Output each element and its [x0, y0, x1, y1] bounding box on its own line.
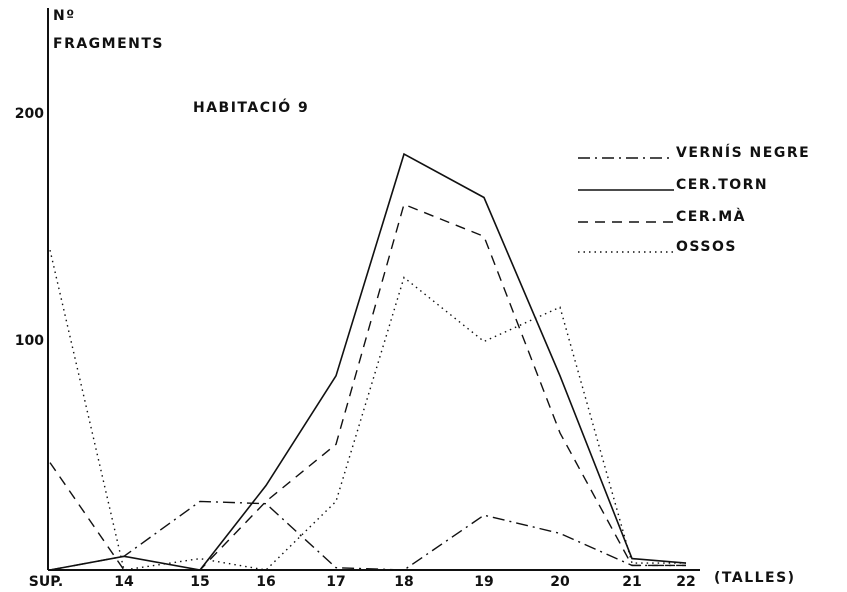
- x-tick-label: 14: [114, 574, 134, 590]
- x-tick-labels: SUP. 14 15 16 17 18 19 20 21 22: [29, 574, 696, 590]
- legend: VERNÍS NEGRE CER.TORN CER.MÀ OSSOS: [578, 144, 810, 255]
- x-tick-label: 19: [474, 574, 493, 590]
- x-tick-label: 17: [326, 574, 345, 590]
- series-lines: [49, 152, 687, 571]
- legend-label: CER.MÀ: [676, 208, 746, 225]
- series-line-ossos: [49, 249, 686, 571]
- y-tick-label: 100: [15, 333, 44, 349]
- x-tick-label: 20: [550, 574, 570, 590]
- x-axis-label: (TALLES): [714, 570, 796, 586]
- series-line-cer-m-: [49, 203, 686, 571]
- chart-subtitle: HABITACIÓ 9: [193, 98, 309, 116]
- x-tick-label: 16: [256, 574, 275, 590]
- y-axis-label-line2: FRAGMENTS: [53, 36, 164, 52]
- x-tick-label: SUP.: [29, 574, 63, 590]
- series-line-vern-s-negre: [49, 500, 686, 571]
- x-tick-label: 21: [622, 574, 641, 590]
- legend-label: VERNÍS NEGRE: [676, 144, 810, 161]
- y-axis-label-line1: Nº: [53, 8, 76, 24]
- x-tick-label: 18: [394, 574, 413, 590]
- series-line-cer-torn: [49, 152, 687, 571]
- x-tick-label: 15: [190, 574, 209, 590]
- x-tick-label: 22: [676, 574, 695, 590]
- legend-label: CER.TORN: [676, 177, 768, 193]
- legend-label: OSSOS: [676, 239, 737, 255]
- y-tick-label: 200: [15, 106, 44, 122]
